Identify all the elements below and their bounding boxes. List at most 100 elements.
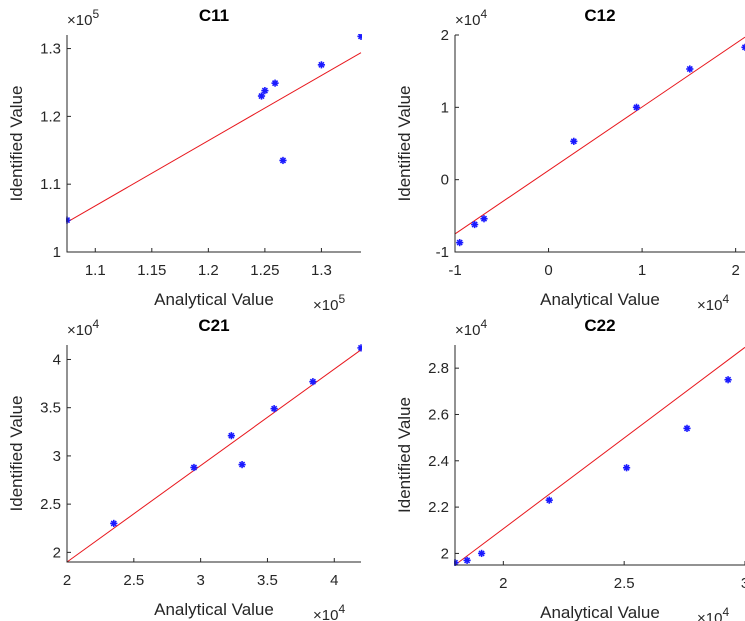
y-axis-label: Identified Value xyxy=(395,86,414,202)
data-point xyxy=(686,65,694,73)
panel-title: C22 xyxy=(584,316,615,335)
x-tick-label: 1 xyxy=(638,262,646,279)
x-tick-label: 2.5 xyxy=(123,572,144,589)
x-axis-label: Analytical Value xyxy=(154,600,274,619)
y-tick-label: 1.3 xyxy=(40,41,61,58)
data-point xyxy=(471,220,479,229)
marker-stroke xyxy=(271,80,279,87)
data-point xyxy=(279,156,287,165)
x-axis-label: Analytical Value xyxy=(154,290,274,309)
y-tick-label: 2 xyxy=(53,544,61,561)
y-exponent-label: ×104 xyxy=(455,317,487,339)
data-point xyxy=(357,34,362,40)
x-tick-label: 1.1 xyxy=(85,262,106,279)
marker-stroke xyxy=(724,376,732,383)
panel-title: C21 xyxy=(198,316,229,335)
data-point xyxy=(632,103,641,111)
marker-stroke xyxy=(570,138,577,145)
data-point xyxy=(227,432,235,440)
marker-stroke xyxy=(261,87,268,94)
y-tick-label: 2.6 xyxy=(428,406,449,423)
y-exponent-label: ×105 xyxy=(67,7,99,29)
x-tick-label: 0 xyxy=(544,262,552,279)
data-point xyxy=(257,92,266,100)
panel-title: C11 xyxy=(199,6,229,25)
fit-line xyxy=(66,349,362,563)
data-point xyxy=(480,215,488,223)
y-exponent-label: ×104 xyxy=(67,317,99,339)
marker-stroke xyxy=(546,497,553,504)
data-point xyxy=(110,519,118,528)
data-point xyxy=(622,464,631,472)
y-axis-label: Identified Value xyxy=(7,396,26,512)
y-tick-label: 2.8 xyxy=(428,360,449,377)
data-point xyxy=(545,496,553,504)
data-point xyxy=(309,378,317,386)
fit-line xyxy=(454,346,745,566)
y-tick-label: 4 xyxy=(53,351,61,368)
marker-stroke xyxy=(741,44,745,49)
y-tick-label: 2.2 xyxy=(428,499,449,516)
y-tick-label: 2.5 xyxy=(40,496,61,513)
x-tick-label: 2.5 xyxy=(614,575,635,592)
marker-stroke xyxy=(480,215,488,222)
x-tick-label: 1.2 xyxy=(198,262,219,279)
y-tick-label: 2 xyxy=(441,27,449,44)
y-tick-label: 1 xyxy=(441,99,449,116)
data-point xyxy=(271,79,279,87)
x-axis-label: Analytical Value xyxy=(540,290,660,309)
x-tick-label: 3.5 xyxy=(257,572,278,589)
data-point xyxy=(570,137,578,145)
x-exponent-label: ×105 xyxy=(313,292,345,314)
x-tick-label: 2 xyxy=(63,572,71,589)
y-tick-label: 1.2 xyxy=(40,108,61,125)
marker-stroke xyxy=(623,464,630,471)
marker-stroke xyxy=(357,345,362,351)
y-tick-label: -1 xyxy=(436,244,449,261)
x-tick-label: -1 xyxy=(448,262,461,279)
marker-stroke xyxy=(190,464,198,471)
x-exponent-label: ×104 xyxy=(313,602,345,621)
data-point xyxy=(456,238,464,247)
marker-stroke xyxy=(279,157,287,164)
marker-stroke xyxy=(741,46,745,51)
x-tick-label: 1.3 xyxy=(311,262,332,279)
marker-stroke xyxy=(478,550,485,557)
data-point xyxy=(270,405,278,413)
data-point xyxy=(261,87,269,95)
x-tick-label: 2 xyxy=(499,575,507,592)
x-tick-label: 2 xyxy=(731,262,739,279)
marker-stroke xyxy=(110,520,117,527)
y-exponent-label: ×104 xyxy=(455,7,487,29)
axis-lines xyxy=(66,345,361,563)
y-tick-label: 1.1 xyxy=(40,176,61,193)
y-axis-label: Identified Value xyxy=(7,86,26,202)
x-axis-label: Analytical Value xyxy=(540,603,660,621)
x-exponent-label: ×104 xyxy=(697,292,729,314)
fit-line xyxy=(66,52,362,223)
x-tick-label: 1.25 xyxy=(250,262,279,279)
panel-c22: 2 2.5 3 2 2.2 2.4 2.6 2.8 C22 Analytical Value Ide… xyxy=(395,316,745,621)
axis-lines xyxy=(454,345,745,566)
data-point xyxy=(463,556,471,564)
marker-stroke xyxy=(633,104,640,111)
axis-lines xyxy=(454,35,745,253)
marker-stroke xyxy=(456,239,463,246)
marker-stroke xyxy=(683,425,691,432)
marker-stroke xyxy=(463,557,471,564)
data-point xyxy=(190,463,198,472)
y-tick-label: 3 xyxy=(53,448,61,465)
marker-stroke xyxy=(228,432,235,439)
marker-stroke xyxy=(309,378,316,385)
data-point xyxy=(724,376,732,384)
marker-stroke xyxy=(258,92,265,100)
data-point xyxy=(741,43,745,51)
marker-stroke xyxy=(271,405,278,412)
data-point xyxy=(683,424,691,432)
x-exponent-label: ×104 xyxy=(697,605,729,621)
fit-line xyxy=(454,36,745,235)
panel-title: C12 xyxy=(584,6,615,25)
marker-stroke xyxy=(686,65,693,73)
y-tick-label: 1 xyxy=(53,244,61,261)
